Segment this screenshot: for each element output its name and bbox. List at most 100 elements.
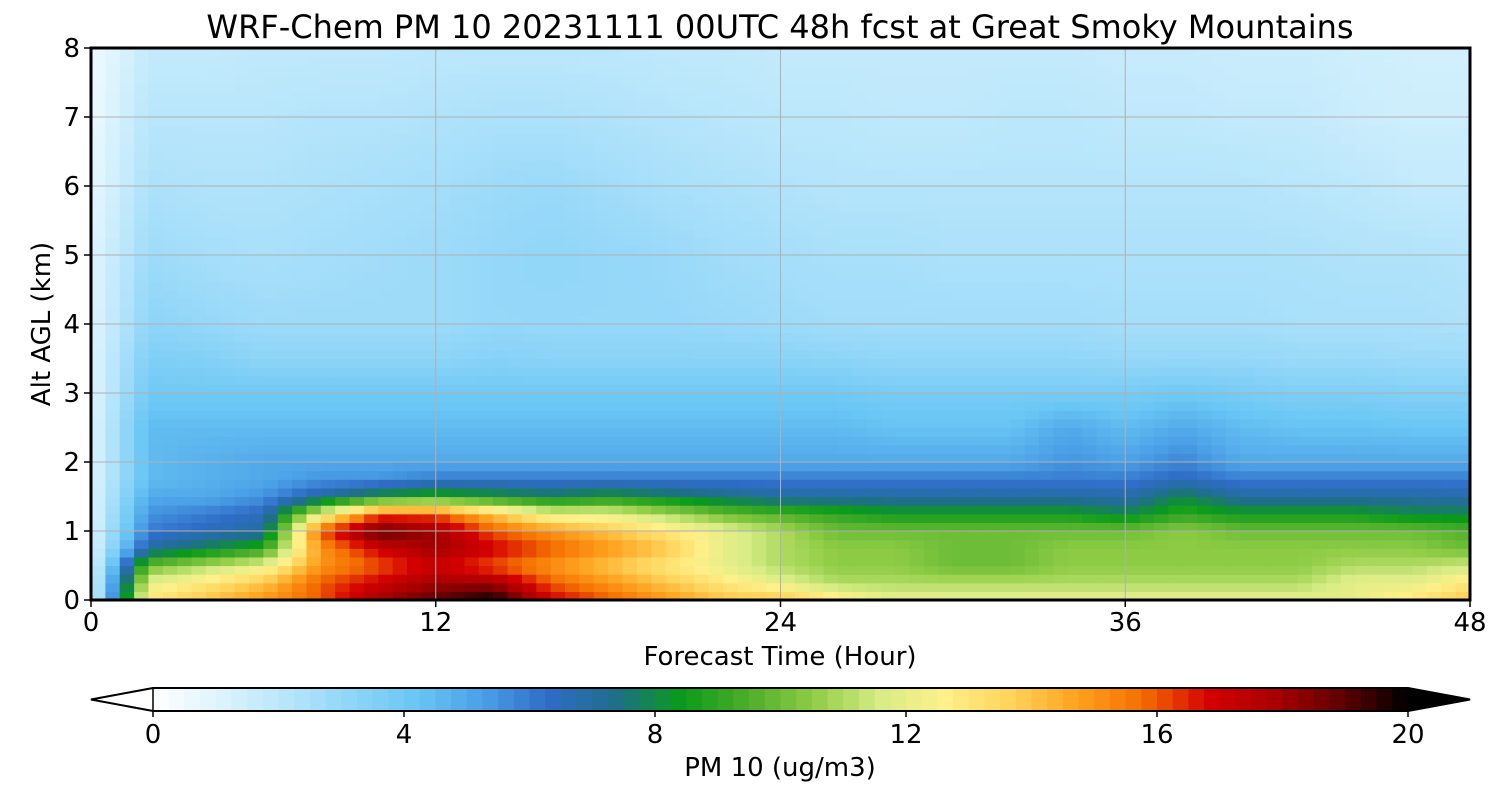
heatmap-cell xyxy=(234,324,250,334)
heatmap-cell xyxy=(1340,229,1356,239)
heatmap-cell xyxy=(1455,444,1470,454)
heatmap-cell xyxy=(967,332,983,342)
heatmap-cell xyxy=(967,255,983,265)
heatmap-cell xyxy=(277,574,293,584)
heatmap-cell xyxy=(134,349,150,360)
heatmap-cell xyxy=(349,194,365,204)
heatmap-cell xyxy=(148,582,164,592)
heatmap-cell xyxy=(292,332,308,342)
heatmap-cell xyxy=(780,203,796,213)
heatmap-cell xyxy=(464,168,480,178)
heatmap-cell xyxy=(1297,203,1313,213)
heatmap-cell xyxy=(306,574,322,584)
heatmap-cell xyxy=(277,418,293,429)
heatmap-cell xyxy=(1412,272,1428,282)
heatmap-cell xyxy=(1139,565,1155,575)
heatmap-cell xyxy=(521,522,537,532)
heatmap-cell xyxy=(292,565,308,575)
heatmap-cell xyxy=(981,531,997,541)
heatmap-cell xyxy=(1110,349,1126,360)
heatmap-cell xyxy=(493,263,509,273)
heatmap-cell xyxy=(349,496,365,506)
heatmap-cell xyxy=(1254,332,1270,342)
heatmap-cell xyxy=(493,229,509,239)
heatmap-cell xyxy=(191,401,207,411)
heatmap-cell xyxy=(1053,151,1069,161)
heatmap-cell xyxy=(1283,410,1299,420)
heatmap-cell xyxy=(292,255,308,265)
heatmap-cell xyxy=(392,565,408,575)
heatmap-cell xyxy=(378,582,394,592)
heatmap-cell xyxy=(478,487,494,498)
heatmap-cell xyxy=(320,289,336,299)
heatmap-cell xyxy=(320,574,336,584)
heatmap-cell xyxy=(1254,427,1270,437)
heatmap-cell xyxy=(464,427,480,437)
heatmap-cell xyxy=(91,384,106,394)
heatmap-cell xyxy=(837,591,853,600)
heatmap-cell xyxy=(234,479,250,489)
heatmap-cell xyxy=(91,306,106,316)
heatmap-cell xyxy=(608,194,624,204)
heatmap-cell xyxy=(694,548,710,558)
heatmap-cell xyxy=(1139,289,1155,299)
heatmap-cell xyxy=(162,401,178,411)
heatmap-cell xyxy=(1369,194,1385,204)
heatmap-cell xyxy=(162,591,178,600)
heatmap-cell xyxy=(1053,548,1069,558)
heatmap-cell xyxy=(1067,513,1083,523)
heatmap-cell xyxy=(995,427,1011,437)
heatmap-cell xyxy=(421,453,437,463)
heatmap-cell xyxy=(263,531,279,541)
heatmap-cell xyxy=(435,186,451,196)
heatmap-cell xyxy=(622,462,638,472)
heatmap-cell xyxy=(435,151,451,161)
heatmap-cell xyxy=(234,539,250,549)
heatmap-cell xyxy=(723,479,739,489)
heatmap-cell xyxy=(91,444,106,454)
heatmap-cell xyxy=(119,462,135,472)
heatmap-cell xyxy=(1082,186,1098,196)
heatmap-cell xyxy=(191,548,207,558)
heatmap-cell xyxy=(478,349,494,360)
heatmap-cell xyxy=(1096,470,1112,480)
heatmap-cell xyxy=(1197,393,1213,403)
heatmap-cell xyxy=(852,246,868,256)
heatmap-cell xyxy=(277,531,293,541)
heatmap-cell xyxy=(277,436,293,446)
heatmap-cell xyxy=(177,263,193,273)
heatmap-cell xyxy=(1010,306,1026,316)
heatmap-cell xyxy=(679,393,695,403)
heatmap-cell xyxy=(521,168,537,178)
heatmap-cell xyxy=(263,186,279,196)
heatmap-cell xyxy=(1326,289,1342,299)
heatmap-cell xyxy=(162,427,178,437)
heatmap-cell xyxy=(277,444,293,454)
heatmap-cell xyxy=(1168,418,1184,429)
heatmap-cell xyxy=(1197,479,1213,489)
heatmap-cell xyxy=(450,341,466,351)
heatmap-cell xyxy=(608,548,624,558)
heatmap-cell xyxy=(1268,177,1284,187)
heatmap-cell xyxy=(435,255,451,265)
heatmap-cell xyxy=(579,211,595,222)
heatmap-cell xyxy=(550,229,566,239)
heatmap-cell xyxy=(306,255,322,265)
heatmap-cell xyxy=(1455,246,1470,256)
heatmap-cell xyxy=(1168,496,1184,506)
heatmap-cell xyxy=(1139,582,1155,592)
heatmap-cell xyxy=(679,556,695,567)
heatmap-cell xyxy=(1340,548,1356,558)
heatmap-cell xyxy=(550,565,566,575)
heatmap-cell xyxy=(363,418,379,429)
heatmap-cell xyxy=(493,556,509,567)
heatmap-cell xyxy=(277,522,293,532)
heatmap-cell xyxy=(723,556,739,567)
heatmap-cell xyxy=(967,349,983,360)
heatmap-cell xyxy=(1225,358,1241,368)
heatmap-cell xyxy=(1398,246,1414,256)
heatmap-cell xyxy=(622,444,638,454)
heatmap-cell xyxy=(162,384,178,394)
heatmap-cell xyxy=(119,324,135,334)
heatmap-cell xyxy=(1369,246,1385,256)
